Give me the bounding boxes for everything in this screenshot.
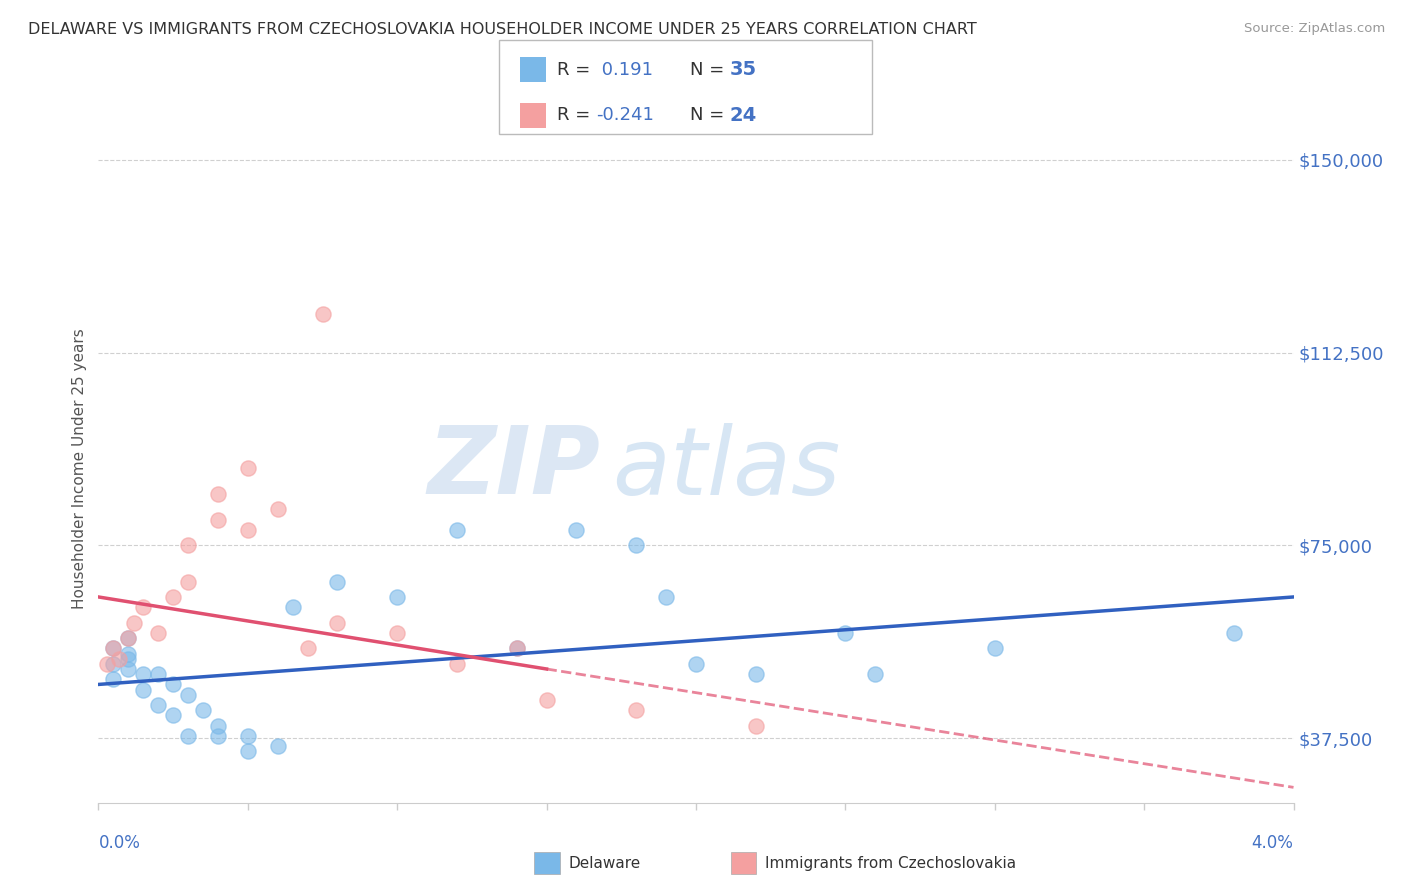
Point [132,600,155,615]
Point [132,667,155,681]
Point [96,657,118,671]
Point [177,729,200,743]
Point [207,487,229,501]
Text: 0.0%: 0.0% [98,834,141,852]
Point [297,641,319,656]
Point [148,667,170,681]
Point [177,688,200,702]
Point [745,667,768,681]
Point [236,729,259,743]
Point [267,739,290,754]
Point [565,523,588,537]
Text: 35: 35 [730,60,756,79]
Y-axis label: Householder Income Under 25 years: Householder Income Under 25 years [72,328,87,608]
Text: N =: N = [690,61,730,78]
Point [385,626,409,640]
Point [207,513,229,527]
Point [236,461,259,475]
Point [177,574,200,589]
Point [148,626,170,640]
Point [236,523,259,537]
Point [536,693,558,707]
Point [117,662,139,676]
Text: DELAWARE VS IMMIGRANTS FROM CZECHOSLOVAKIA HOUSEHOLDER INCOME UNDER 25 YEARS COR: DELAWARE VS IMMIGRANTS FROM CZECHOSLOVAK… [28,22,977,37]
Text: Immigrants from Czechoslovakia: Immigrants from Czechoslovakia [765,856,1017,871]
Point [1222,626,1246,640]
Point [103,673,125,687]
Point [177,539,200,553]
Text: 4.0%: 4.0% [1251,834,1294,852]
Point [103,641,125,656]
Point [385,590,409,604]
Point [655,590,678,604]
Point [132,682,155,697]
Point [207,729,229,743]
Text: ZIP: ZIP [427,422,600,515]
Text: atlas: atlas [612,423,841,514]
Point [148,698,170,712]
Point [863,667,886,681]
Text: 24: 24 [730,105,756,125]
Point [162,590,184,604]
Text: R =: R = [557,61,596,78]
Text: Delaware: Delaware [568,856,640,871]
Point [191,703,214,717]
Point [624,703,647,717]
Text: -0.241: -0.241 [596,106,654,124]
Point [745,718,768,732]
Point [124,615,146,630]
Text: Source: ZipAtlas.com: Source: ZipAtlas.com [1244,22,1385,36]
Point [103,641,125,656]
Point [117,647,139,661]
Point [207,718,229,732]
Point [117,631,139,645]
Text: N =: N = [690,106,730,124]
Point [162,708,184,723]
Point [103,657,125,671]
Point [326,615,349,630]
Point [162,677,184,691]
Point [267,502,290,516]
Point [506,641,529,656]
Text: 0.191: 0.191 [596,61,654,78]
Point [506,641,529,656]
Point [117,631,139,645]
Point [446,657,468,671]
Point [446,523,468,537]
Point [108,651,131,665]
Point [311,307,333,321]
Point [236,744,259,758]
Text: R =: R = [557,106,596,124]
Point [685,657,707,671]
Point [624,539,647,553]
Point [326,574,349,589]
Point [983,641,1005,656]
Point [281,600,304,615]
Point [117,651,139,665]
Point [834,626,856,640]
